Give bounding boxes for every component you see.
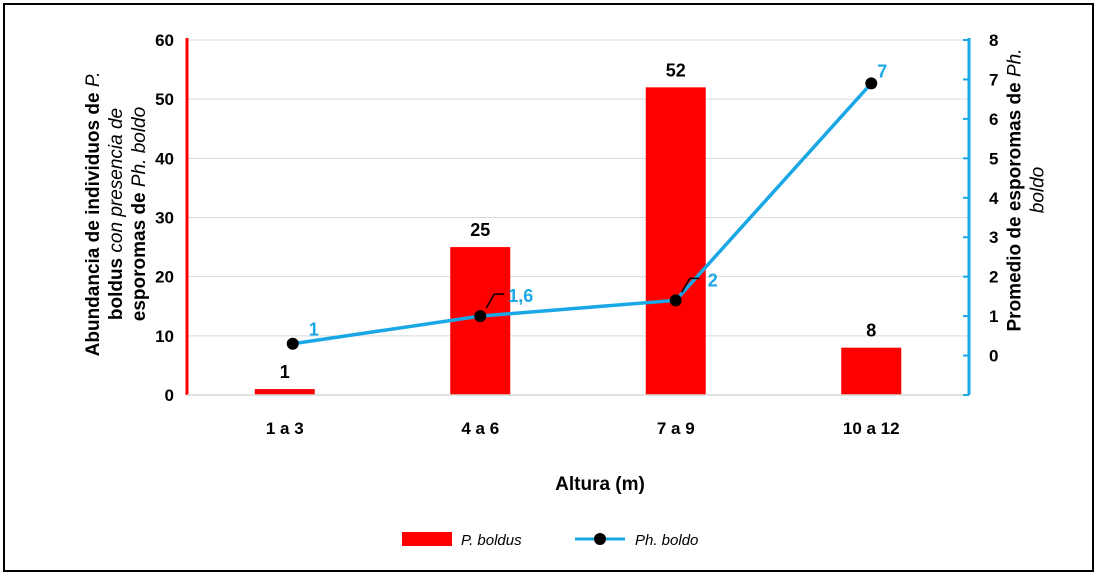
x-tick-label: 4 a 6	[461, 419, 499, 438]
bar-value-label: 8	[866, 321, 876, 341]
right-tick-label: 8	[989, 31, 998, 50]
bar-value-label: 25	[470, 220, 490, 240]
bar-value-label: 52	[666, 60, 686, 80]
y-axis-title-right: Promedio de esporomas de Ph.boldo	[1005, 49, 1049, 332]
line-series	[286, 77, 878, 350]
bar-1	[254, 389, 315, 395]
label-leader-line	[485, 293, 505, 309]
legend-swatch-bar	[402, 532, 452, 546]
x-axis-title: Altura (m)	[555, 474, 645, 495]
right-tick-label: 2	[989, 268, 998, 287]
bar-3	[645, 87, 706, 395]
line-value-label: 1	[309, 320, 319, 340]
left-tick-label: 60	[155, 31, 174, 50]
left-tick-labels: 0 10 20 30 40 50 60	[155, 31, 174, 405]
legend-label-line: Ph. boldo	[635, 532, 698, 549]
line-marker-2	[474, 310, 487, 323]
label-leader-line	[681, 277, 700, 293]
right-tick-label: 7	[989, 70, 998, 89]
chart-frame	[3, 3, 1094, 572]
legend-label-bar: P. boldus	[461, 532, 522, 549]
left-tick-label: 40	[155, 149, 174, 168]
bar-value-label: 1	[280, 362, 290, 382]
right-tick-label: 1	[989, 307, 998, 326]
bar-4	[841, 347, 902, 395]
x-tick-labels: 1 a 3 4 a 6 7 a 9 10 a 12	[266, 419, 900, 438]
line-marker-4	[865, 77, 878, 90]
right-tick-labels: 0 1 2 3 4 5 6 7 8	[989, 31, 999, 366]
y-axis-title-left: Abundancia de individuos de P.boldus con…	[83, 72, 150, 357]
svg-text:Abundancia de individuos de P.: Abundancia de individuos de P.boldus con…	[83, 72, 150, 357]
right-tick-label: 3	[989, 228, 998, 247]
line-marker-3	[669, 294, 682, 307]
line-marker-1	[286, 337, 299, 350]
left-tick-label: 50	[155, 90, 174, 109]
legend: P. boldus Ph. boldo	[402, 532, 698, 549]
svg-text:Promedio de esporomas de Ph.bo: Promedio de esporomas de Ph.boldo	[1005, 49, 1049, 332]
legend-swatch-marker	[594, 533, 606, 545]
line-value-label: 7	[877, 61, 887, 81]
right-tick-label: 6	[989, 110, 998, 129]
x-tick-label: 10 a 12	[843, 419, 900, 438]
left-tick-label: 20	[155, 268, 174, 287]
x-tick-label: 1 a 3	[266, 419, 304, 438]
left-tick-label: 0	[165, 386, 174, 405]
line-value-label: 2	[708, 270, 718, 290]
left-tick-label: 30	[155, 209, 174, 228]
x-tick-label: 7 a 9	[657, 419, 695, 438]
bar-series	[254, 87, 902, 395]
gridlines	[187, 39, 969, 337]
left-tick-label: 10	[155, 327, 174, 346]
right-tick-label: 4	[989, 189, 999, 208]
data-labels: 1 25 52 8 1 1,6 2 7	[280, 60, 888, 382]
right-tick-label: 0	[989, 347, 998, 366]
axes	[185, 38, 971, 396]
right-tick-label: 5	[989, 149, 998, 168]
line-path	[292, 82, 873, 346]
line-value-label: 1,6	[508, 286, 533, 306]
